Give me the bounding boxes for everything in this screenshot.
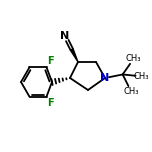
Polygon shape (70, 49, 78, 62)
Text: N: N (100, 73, 110, 83)
Text: CH₃: CH₃ (126, 54, 141, 63)
Text: F: F (47, 98, 53, 108)
Text: F: F (47, 56, 53, 66)
Text: CH₃: CH₃ (123, 87, 139, 96)
Text: CH₃: CH₃ (134, 72, 149, 81)
Text: N: N (60, 31, 70, 41)
